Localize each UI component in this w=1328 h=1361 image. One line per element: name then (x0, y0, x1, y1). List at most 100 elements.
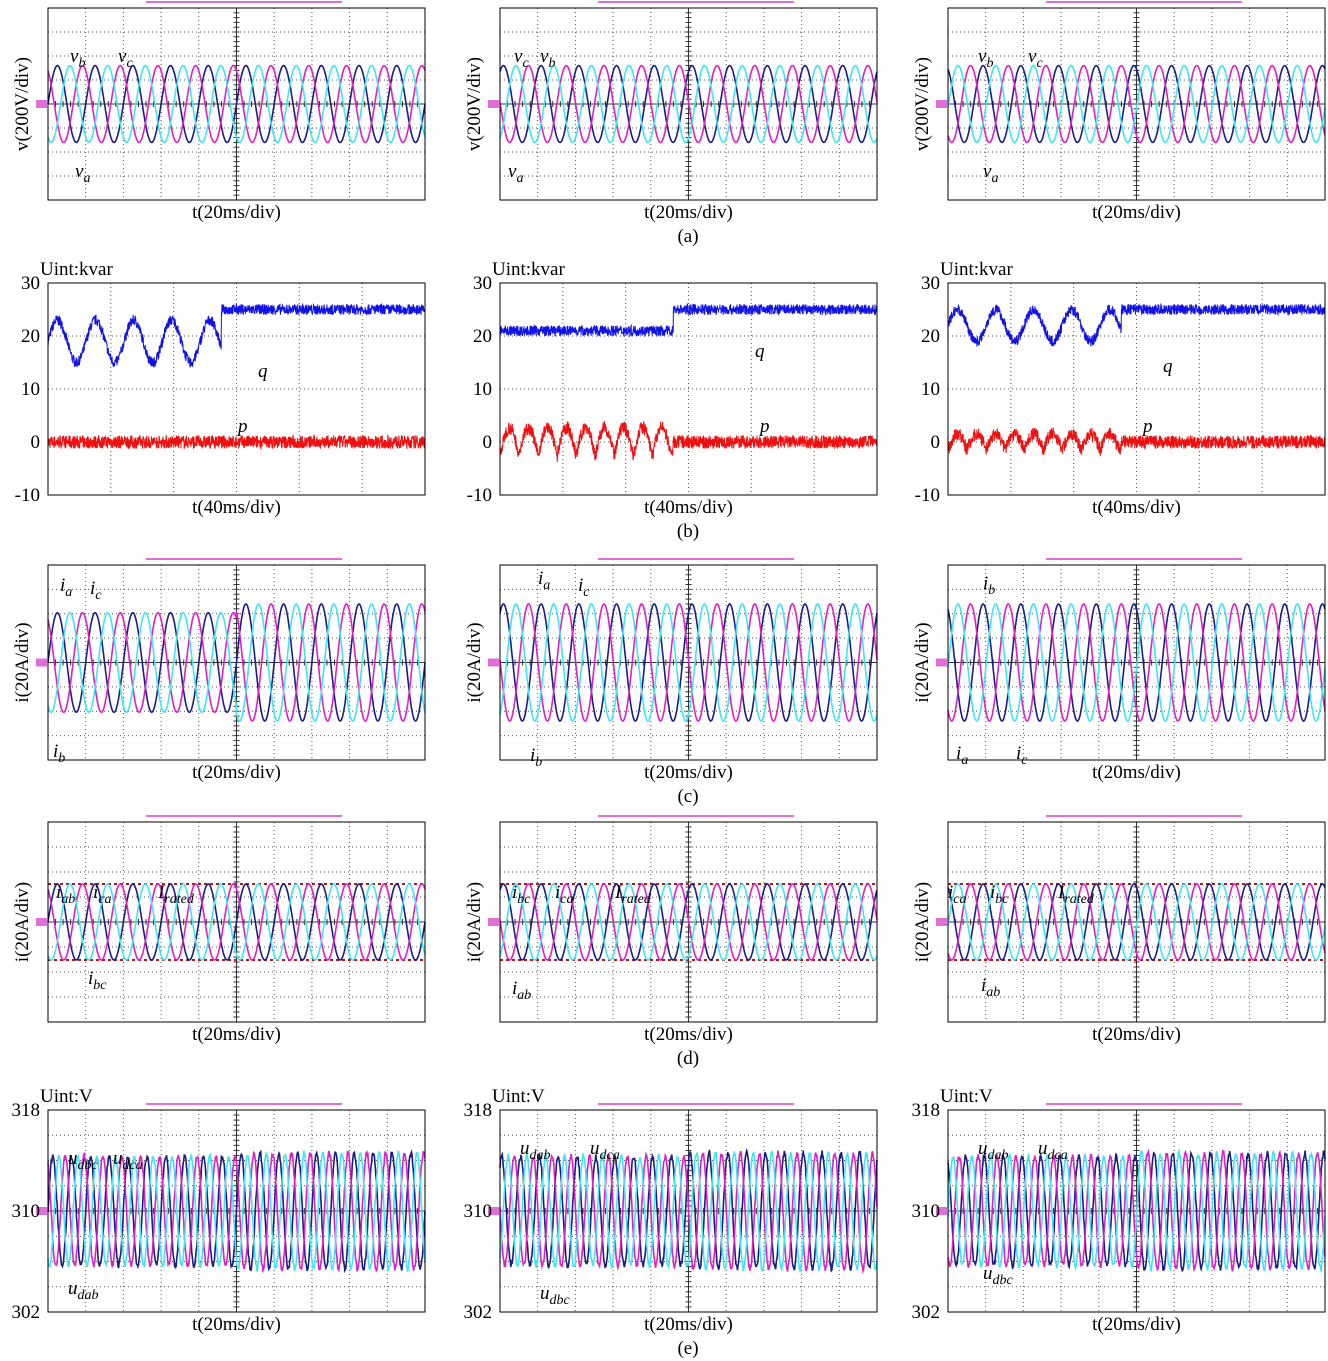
annotation-symbol: v (118, 46, 127, 67)
annotation-symbol: u (68, 1278, 78, 1299)
panel-frame (947, 821, 1326, 1023)
annotation-subscript: b (58, 751, 65, 766)
y-tick-label: 310 (464, 1201, 493, 1222)
y-tick-label: 0 (483, 432, 493, 453)
annotation-symbol: i (948, 882, 953, 903)
annotation: ibc (512, 882, 531, 907)
annotation-subscript: c (126, 56, 133, 71)
x-axis-label: t(20ms/div) (1092, 762, 1181, 783)
y-axis-label: i(20A/div) (12, 882, 33, 962)
x-axis-label: t(20ms/div) (1092, 1314, 1181, 1335)
annotation-subscript: c (95, 588, 102, 603)
y-tick-label: 30 (921, 273, 940, 294)
annotation-symbol: i (981, 975, 986, 996)
x-axis-label: t(20ms/div) (192, 1314, 281, 1335)
panel-frame (499, 821, 878, 1023)
phase-trace (499, 883, 878, 961)
annotation: ib (983, 573, 995, 598)
panel-frame (47, 1109, 426, 1313)
phase-trace (47, 64, 426, 144)
annotation-subscript: b (986, 56, 993, 71)
y-axis-label: v(200V/div) (464, 57, 485, 151)
q-trace (499, 302, 878, 338)
y-axis-label: i(20A/div) (12, 622, 33, 702)
phase-trace (499, 1150, 878, 1274)
x-axis-label: t(20ms/div) (192, 1024, 281, 1045)
annotation: ica (93, 882, 112, 907)
y-tick-label: 20 (921, 326, 940, 347)
annotation-subscript: a (991, 171, 998, 186)
annotation-subscript: dca (123, 1158, 143, 1173)
annotation-symbol: i (956, 743, 961, 764)
annotation-symbol: I (614, 882, 623, 903)
annotation-symbol: i (538, 568, 543, 589)
y-tick-label: -10 (15, 485, 40, 506)
annotation-symbol: u (540, 1283, 550, 1304)
y-axis-label: i(20A/div) (912, 882, 933, 962)
annotation: ia (956, 743, 968, 768)
annotation: vb (70, 46, 85, 71)
ground-marker (36, 918, 47, 926)
phase-trace (499, 64, 878, 144)
annotation-subscript: ab (61, 892, 75, 907)
annotation-subscript: ca (953, 892, 966, 907)
x-axis-label: t(20ms/div) (644, 762, 733, 783)
annotation: ib (53, 741, 65, 766)
y-tick-label: 30 (21, 273, 40, 294)
y-tick-label: 10 (473, 379, 492, 400)
unit-label: Uint:V (940, 1086, 993, 1107)
annotation-symbol: u (113, 1148, 123, 1169)
ground-marker (936, 100, 947, 108)
annotation: iab (56, 882, 75, 907)
phase-trace (47, 603, 426, 722)
phase-trace (47, 603, 426, 722)
x-axis-label: t(20ms/div) (1092, 202, 1181, 223)
annotation-symbol: v (508, 161, 517, 182)
annotation: udbc (540, 1283, 571, 1308)
x-axis-label: t(20ms/div) (644, 202, 733, 223)
q-trace (47, 302, 426, 368)
annotation: Irated (157, 882, 195, 907)
phase-trace (947, 883, 1326, 961)
annotation-subscript: dbc (78, 1158, 99, 1173)
y-tick-label: 0 (931, 432, 941, 453)
y-tick-label: 0 (31, 432, 41, 453)
annotation-symbol: i (53, 741, 58, 762)
annotation: iab (981, 975, 1000, 1000)
phase-trace (499, 883, 878, 961)
panel-frame (47, 282, 426, 496)
annotation-symbol: i (56, 882, 61, 903)
annotation-symbol: i (530, 745, 535, 766)
annotation-symbol: u (68, 1148, 78, 1169)
panel-frame (947, 7, 1326, 201)
annotation: udca (590, 1138, 620, 1163)
unit-label: Uint:V (40, 1086, 93, 1107)
annotation: ia (538, 568, 550, 593)
annotation-subscript: b (548, 56, 555, 71)
annotation: ia (60, 575, 72, 600)
annotation-symbol: u (983, 1263, 993, 1284)
annotation-symbol: I (1057, 882, 1066, 903)
phase-trace (47, 603, 426, 722)
annotation-subscript: dca (600, 1148, 620, 1163)
annotation-symbol: v (514, 46, 523, 67)
phase-trace (499, 1147, 878, 1273)
panel-frame (499, 7, 878, 201)
annotation-subscript: c (1021, 753, 1028, 768)
y-tick-label: 10 (921, 379, 940, 400)
panel-frame (947, 282, 1326, 496)
annotation: q (1163, 356, 1173, 377)
p-trace (947, 427, 1326, 457)
y-tick-label: 318 (912, 1100, 941, 1121)
annotation: vc (118, 46, 133, 71)
phase-trace (947, 64, 1326, 144)
p-trace (47, 433, 426, 451)
annotation-subscript: ca (560, 892, 573, 907)
y-tick-label: 302 (464, 1302, 493, 1323)
caption: (a) (677, 226, 698, 247)
caption: (e) (677, 1338, 698, 1359)
annotation-subscript: rated (1064, 892, 1095, 907)
annotation-subscript: dab (78, 1288, 99, 1303)
annotation-subscript: dab (988, 1148, 1009, 1163)
y-tick-label: 302 (12, 1302, 41, 1323)
